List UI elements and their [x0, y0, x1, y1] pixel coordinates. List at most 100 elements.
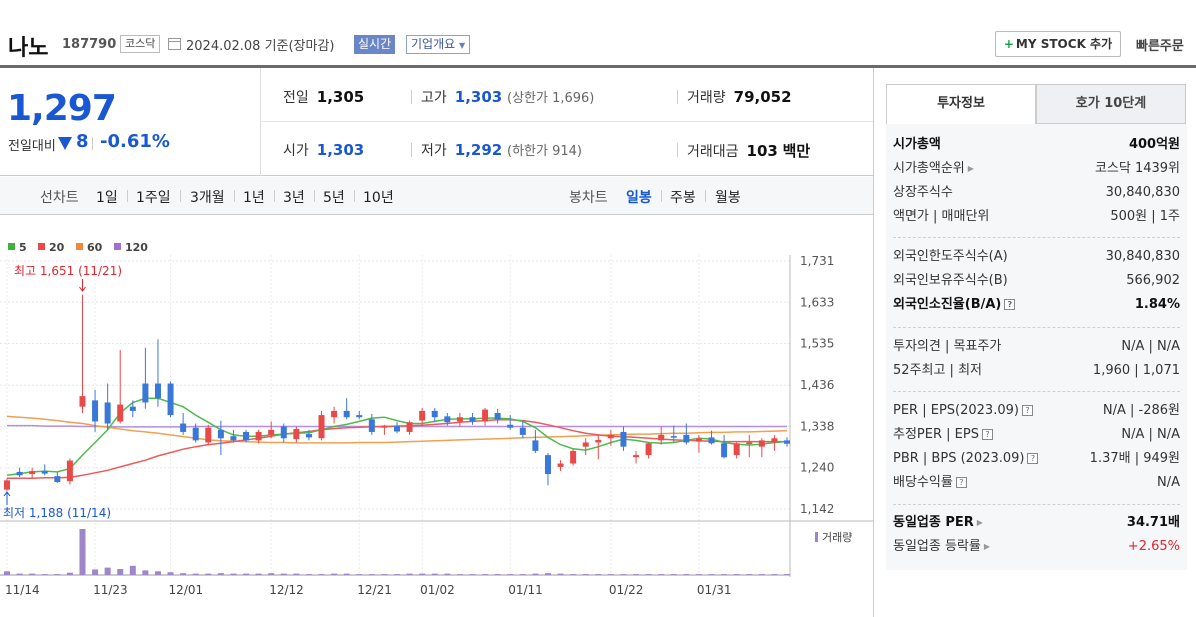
volume-bar	[532, 573, 539, 575]
help-icon[interactable]: ?	[1021, 405, 1033, 416]
header-divider	[0, 65, 1196, 68]
volume-bar	[683, 574, 690, 575]
volume-bar	[343, 573, 350, 575]
my-stock-add-button[interactable]: + MY STOCK 추가	[995, 31, 1121, 57]
tab-divider	[314, 190, 315, 202]
help-icon[interactable]: ?	[1027, 453, 1039, 464]
info-value: N/A | N/A	[1121, 339, 1180, 354]
tab-divider	[234, 190, 235, 202]
tab-10y[interactable]: 10년	[363, 190, 394, 206]
open-price: 시가 1,303	[283, 140, 364, 160]
info-label-group: 외국인소진율(B/A)?	[893, 294, 1016, 316]
high-value: 1,303	[454, 88, 503, 106]
info-row: 외국인한도주식수(A) 30,840,830	[893, 246, 1180, 268]
quote-divider	[677, 143, 678, 157]
volume-bar	[381, 574, 388, 575]
open-value: 1,303	[316, 141, 365, 159]
info-value: 30,840,830	[1105, 249, 1180, 264]
tab-1d[interactable]: 1일	[96, 190, 118, 206]
tab-5y[interactable]: 5년	[323, 190, 345, 206]
tab-orderbook-10[interactable]: 호가 10단계	[1036, 84, 1186, 124]
quick-order-button[interactable]: 빠른주문	[1136, 39, 1184, 54]
candle-body	[217, 429, 224, 439]
candle-body	[356, 415, 363, 418]
tab-investment-info[interactable]: 투자정보	[886, 84, 1036, 124]
tab-3m[interactable]: 3개월	[190, 190, 225, 206]
info-value: 30,840,830	[1105, 185, 1180, 200]
x-tick-label: 01/22	[609, 583, 644, 597]
info-row[interactable]: 동일업종 등락률 ▶ +2.65%	[893, 536, 1180, 558]
x-tick-label: 11/23	[93, 583, 128, 597]
corp-info-dropdown[interactable]: 기업개요 ▼	[406, 35, 471, 54]
max-annotation: 최고 1,651 (11/21)	[14, 264, 122, 278]
volume-bar	[318, 574, 325, 575]
candle-body	[620, 431, 627, 447]
info-label-group: 추정PER | EPS?	[893, 424, 993, 446]
volume-bar	[217, 573, 224, 575]
volume-bar	[595, 574, 602, 575]
date-text: 2024.02.08 기준(장마감)	[186, 39, 335, 54]
volume-bar	[104, 567, 111, 575]
volume-bar	[431, 573, 438, 575]
candle-body	[343, 410, 350, 418]
candle-body	[544, 455, 551, 475]
candle-body	[192, 427, 199, 441]
info-label-group: 외국인한도주식수(A)	[893, 246, 1008, 268]
info-label: 외국인보유주식수(B)	[893, 273, 1008, 288]
candlestick-chart[interactable]: 1,731 1,633 1,535 1,436 1,338 1,240 1,142 11/14…	[0, 215, 873, 617]
info-value: N/A | N/A	[1121, 427, 1180, 442]
calendar-icon	[168, 38, 181, 50]
help-icon[interactable]: ?	[955, 477, 967, 488]
info-row[interactable]: 시가총액순위 ▶ 코스닥 1439위	[893, 158, 1180, 180]
realtime-button[interactable]: 실시간	[354, 35, 396, 54]
low-price: 저가 1,292 (하한가 914)	[421, 140, 582, 160]
tab-weekly[interactable]: 주봉	[670, 190, 696, 206]
tab-monthly[interactable]: 월봉	[715, 190, 741, 206]
legend-label: 20	[49, 241, 65, 254]
info-value: 34.71배	[1126, 515, 1180, 530]
candle-body	[607, 434, 614, 439]
tab-1w[interactable]: 1주일	[136, 190, 171, 206]
info-value: N/A | -286원	[1102, 403, 1180, 418]
candle-body	[205, 427, 212, 443]
info-row: 배당수익률? N/A	[893, 472, 1180, 494]
tab-daily[interactable]: 일봉	[626, 190, 652, 206]
volume-bar	[419, 573, 426, 575]
help-icon[interactable]: ?	[981, 429, 993, 440]
help-icon[interactable]: ?	[1004, 299, 1016, 310]
info-value: 400억원	[1128, 137, 1180, 152]
legend-swatch	[38, 243, 45, 250]
info-row: PBR | BPS (2023.09)? 1.37배 | 949원	[893, 448, 1180, 470]
tab-divider	[180, 190, 181, 202]
info-row[interactable]: 동일업종 PER ▶ 34.71배	[893, 512, 1180, 534]
tab-1y[interactable]: 1년	[243, 190, 265, 206]
info-divider	[893, 504, 1180, 505]
change-value: 8	[76, 131, 89, 152]
candle-body	[469, 417, 476, 422]
info-value: N/A	[1157, 475, 1180, 490]
open-label: 시가	[283, 143, 309, 159]
info-label: 추정PER | EPS	[893, 427, 979, 442]
change-percent: -0.61%	[100, 131, 170, 152]
tab-3y[interactable]: 3년	[283, 190, 305, 206]
volume-bar	[243, 573, 250, 575]
price-summary: 1,297 전일대비 8 -0.61% 전일 1,305 고가 1,303 (상한가…	[0, 68, 873, 176]
volume-bar	[771, 574, 778, 575]
volume-bar	[16, 573, 23, 575]
candle-body	[784, 440, 790, 444]
candle-body	[507, 424, 514, 428]
volume-bar	[519, 574, 526, 575]
candle-body	[293, 429, 300, 440]
volume-bar	[205, 573, 212, 575]
volume-bar	[721, 574, 728, 575]
lower-limit: (하한가 914)	[507, 144, 582, 159]
volume-bar	[482, 574, 489, 575]
legend-swatch	[8, 243, 15, 250]
volume-bar	[570, 574, 577, 575]
x-tick-label: 12/12	[269, 583, 304, 597]
info-label: 외국인소진율(B/A)	[893, 297, 1002, 312]
tab-divider	[705, 190, 706, 202]
info-label: 외국인한도주식수(A)	[893, 249, 1008, 264]
y-tick-label: 1,535	[800, 337, 834, 351]
candle-body	[419, 410, 426, 421]
